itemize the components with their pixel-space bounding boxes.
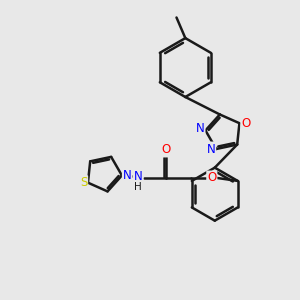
Text: S: S	[80, 176, 87, 189]
Text: H: H	[134, 182, 142, 192]
Text: N: N	[123, 169, 132, 182]
Text: N: N	[134, 170, 142, 183]
Text: O: O	[241, 117, 250, 130]
Text: N: N	[206, 142, 215, 155]
Text: N: N	[196, 122, 205, 136]
Text: O: O	[207, 172, 216, 184]
Text: O: O	[161, 143, 170, 157]
